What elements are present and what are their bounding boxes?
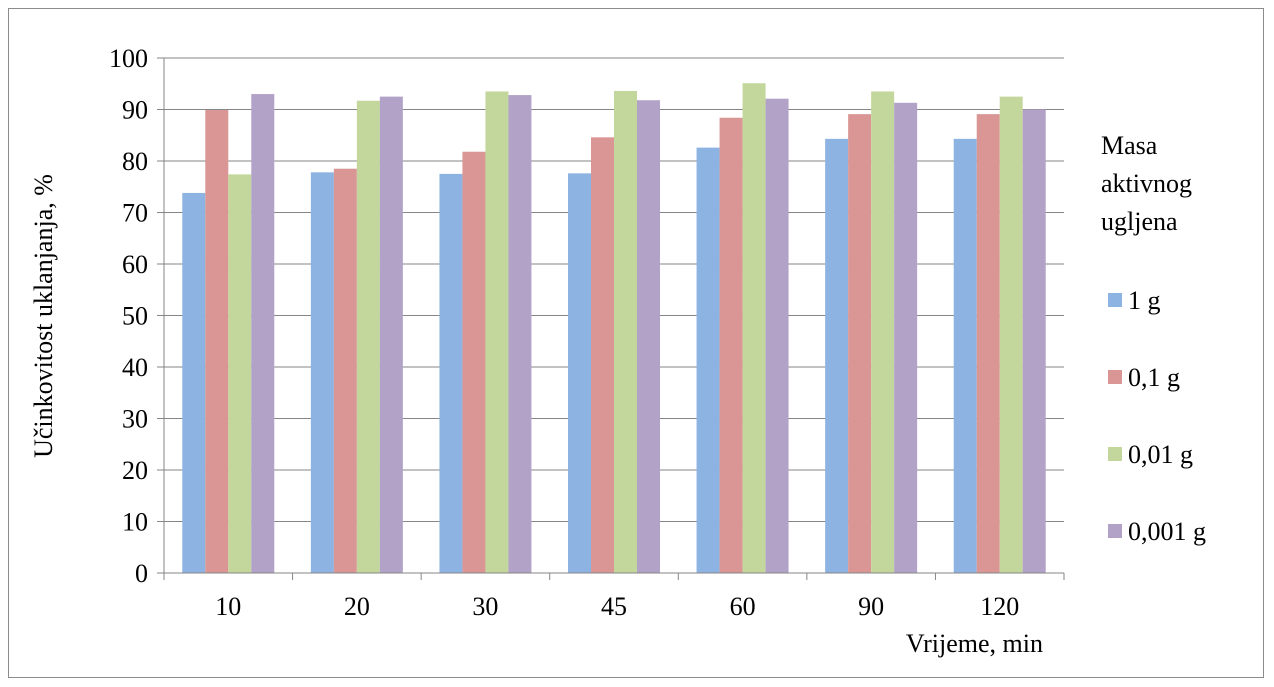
axes	[163, 58, 1065, 580]
bar	[696, 147, 720, 574]
bar	[591, 137, 614, 573]
legend: Masa aktivnog ugljena 1 g 0,1 g 0,01 g 0,001 …	[1101, 131, 1206, 546]
bar	[205, 110, 229, 573]
x-tick-label: 20	[344, 592, 370, 621]
y-tick-label: 20	[122, 456, 148, 485]
bar	[614, 90, 637, 574]
bar	[765, 98, 789, 573]
y-tick-label: 50	[122, 302, 148, 331]
legend-title: Masa aktivnog ugljena	[1101, 131, 1192, 236]
x-tick-label: 10	[215, 592, 241, 621]
legend-title-line: Masa	[1101, 131, 1158, 160]
bar	[894, 102, 918, 574]
legend-swatch	[1108, 447, 1122, 461]
bar	[310, 172, 334, 573]
y-tick-label: 80	[122, 147, 148, 176]
y-tick-label: 60	[122, 250, 148, 279]
bar	[719, 117, 743, 574]
bar	[976, 114, 1000, 573]
bar	[439, 173, 463, 573]
legend-label: 0,01 g	[1128, 440, 1193, 469]
legend-title-line: aktivnog	[1101, 169, 1192, 198]
bar	[953, 138, 977, 574]
bar	[462, 151, 486, 574]
x-tick-label: 90	[858, 592, 884, 621]
bars	[182, 83, 1046, 574]
x-tick-label: 45	[601, 592, 627, 621]
x-tick-label: 120	[980, 592, 1019, 621]
bar	[637, 100, 660, 573]
legend-label: 0,001 g	[1128, 517, 1206, 546]
x-axis-title: Vrijeme, min	[906, 629, 1043, 658]
bar	[333, 168, 357, 573]
legend-label: 0,1 g	[1128, 363, 1180, 392]
y-tick-label: 0	[135, 559, 148, 588]
bar	[1022, 109, 1046, 573]
bar	[251, 94, 275, 574]
legend-swatch	[1108, 524, 1122, 538]
bar	[508, 95, 532, 573]
y-axis-title: Učinkovitost uklanjanja, %	[29, 174, 58, 458]
legend-label: 1 g	[1128, 286, 1161, 315]
y-tick-labels: 0 10 20 30 40 50 60 70 80 90 100	[109, 44, 148, 588]
legend-swatch	[1108, 370, 1122, 384]
y-tick-label: 10	[122, 508, 148, 537]
y-tick-label: 100	[109, 44, 148, 73]
legend-items: 1 g 0,1 g 0,01 g 0,001 g	[1108, 286, 1206, 546]
bar	[568, 173, 591, 574]
bar	[379, 96, 403, 573]
bar	[825, 138, 849, 574]
y-tick-label: 30	[122, 405, 148, 434]
x-tick-label: 60	[730, 592, 756, 621]
bar	[742, 83, 766, 574]
legend-swatch	[1108, 293, 1122, 307]
bar	[182, 192, 206, 573]
bar	[999, 96, 1023, 573]
legend-title-line: ugljena	[1101, 207, 1178, 236]
bar	[228, 174, 252, 573]
y-tick-label: 70	[122, 199, 148, 228]
y-tick-label: 40	[122, 353, 148, 382]
bar	[871, 91, 895, 573]
x-tick-labels: 10 20 30 45 60 90 120	[215, 592, 1019, 621]
x-tick-label: 30	[472, 592, 498, 621]
bar	[485, 91, 509, 573]
y-tick-label: 90	[122, 96, 148, 125]
bar	[356, 100, 380, 574]
bar	[848, 114, 872, 573]
